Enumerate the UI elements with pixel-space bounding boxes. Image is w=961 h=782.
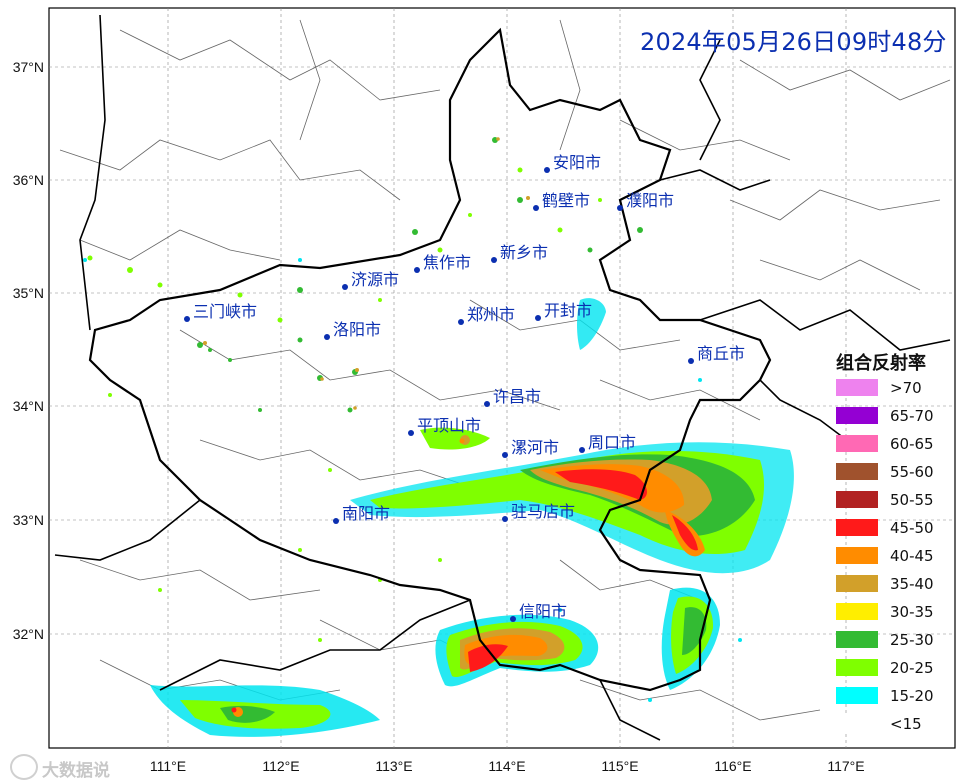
watermark: 大数据说 [42,761,110,781]
city-label: 三门峡市 [193,302,257,321]
city-marker [544,167,550,173]
city-marker [533,205,539,211]
axis-labels: 37°N 36°N 35°N 34°N 33°N 32°N 111°E 112°… [13,59,865,774]
city-label: 周口市 [588,433,636,452]
city-label: 鹤壁市 [542,191,590,210]
legend-label: 45-50 [890,519,934,537]
city-label: 濮阳市 [626,191,674,210]
city-label: 安阳市 [553,153,601,172]
lat-label: 37°N [13,59,44,75]
city-label: 漯河市 [511,438,559,457]
legend-swatch [836,463,878,480]
city-marker [333,518,339,524]
lat-label: 34°N [13,398,44,414]
legend-swatch [836,547,878,564]
legend-entry: 45-50 [836,517,946,539]
city-label: 济源市 [351,270,399,289]
legend-swatch [836,407,878,424]
legend-swatch [836,575,878,592]
city-marker [579,447,585,453]
legend-swatch [836,687,878,704]
legend-label: <15 [890,715,922,733]
legend-entry: 30-35 [836,601,946,623]
legend-entry: 50-55 [836,489,946,511]
legend-swatch [836,435,878,452]
lat-label: 35°N [13,285,44,301]
legend-label: 25-30 [890,631,934,649]
city-marker [484,401,490,407]
city-label: 新乡市 [500,243,548,262]
city-marker [502,452,508,458]
legend-swatch [836,519,878,536]
legend-label: 60-65 [890,435,934,453]
legend-entry: 40-45 [836,545,946,567]
city-label: 洛阳市 [333,320,381,339]
lon-label: 116°E [714,758,751,774]
legend-entry: 35-40 [836,573,946,595]
legend-label: 35-40 [890,575,934,593]
city-marker [342,284,348,290]
legend-swatch [836,603,878,620]
lon-label: 111°E [150,758,186,774]
radar-echoes [83,137,794,737]
lon-label: 112°E [262,758,299,774]
city-label: 平顶山市 [417,416,481,435]
legend-entry: >70 [836,377,946,399]
city-marker [491,257,497,263]
other-province-boundaries [54,14,951,741]
lat-label: 32°N [13,626,44,642]
legend-entry: 60-65 [836,433,946,455]
timestamp: 2024年05月26日09时48分 [640,28,947,56]
lon-label: 117°E [827,758,864,774]
legend-label: 50-55 [890,491,934,509]
lat-label: 33°N [13,512,44,528]
legend-entry: 65-70 [836,405,946,427]
legend-label: 65-70 [890,407,934,425]
legend-swatch [836,379,878,396]
legend-label: 55-60 [890,463,934,481]
legend-entry: <15 [836,713,946,735]
city-marker [535,315,541,321]
legend-label: >70 [890,379,922,397]
city-marker [617,205,623,211]
legend-title: 组合反射率 [836,353,926,374]
lon-label: 114°E [488,758,525,774]
legend-label: 20-25 [890,659,934,677]
lat-label: 36°N [13,172,44,188]
city-marker [502,516,508,522]
city-label: 商丘市 [697,344,745,363]
city-label: 许昌市 [493,387,541,406]
legend-label: 30-35 [890,603,934,621]
legend-swatch [836,491,878,508]
legend-label: 15-20 [890,687,934,705]
city-label: 开封市 [544,301,592,320]
city-label: 信阳市 [519,602,567,621]
city-marker [184,316,190,322]
city-marker [414,267,420,273]
legend-label: 40-45 [890,547,934,565]
watermark-logo-icon [10,754,38,780]
lon-label: 115°E [601,758,638,774]
legend-entry: 20-25 [836,657,946,679]
city-marker [510,616,516,622]
city-label: 驻马店市 [511,502,575,521]
legend-swatch [836,631,878,648]
city-label: 郑州市 [467,305,515,324]
city-marker [688,358,694,364]
legend-entry: 55-60 [836,461,946,483]
city-label: 焦作市 [423,253,471,272]
province-boundary [88,27,772,692]
city-label: 南阳市 [342,504,390,523]
city-marker [324,334,330,340]
city-marker [458,319,464,325]
lon-label: 113°E [375,758,412,774]
legend-swatch [836,659,878,676]
legend-entry: 15-20 [836,685,946,707]
city-marker [408,430,414,436]
legend-swatch [836,715,878,732]
legend-entry: 25-30 [836,629,946,651]
